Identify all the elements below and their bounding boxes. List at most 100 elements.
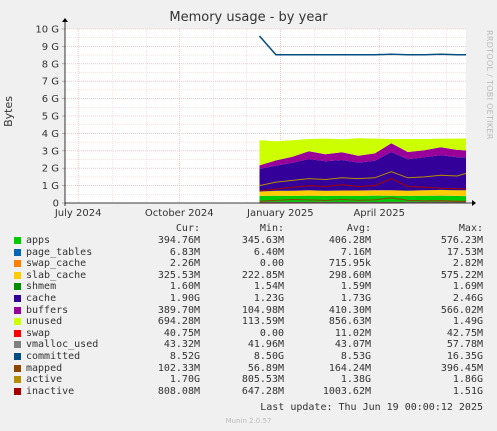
legend-min: 6.40M	[253, 246, 284, 258]
y-tick-label: 5 G	[42, 112, 59, 123]
legend-avg: 298.60M	[328, 269, 371, 281]
legend-row-apps: apps 394.76M 345.63M 406.28M 576.23M	[0, 235, 497, 247]
munin-version: Munin 2.0.57	[225, 417, 272, 425]
legend-row-unused: unused 694.28M 113.59M 856.63M 1.49G	[0, 316, 497, 328]
legend-name: shmem	[26, 281, 57, 293]
legend-header-avg: Avg:	[346, 223, 371, 234]
legend-min: 104.98M	[241, 304, 284, 316]
legend-min: 1.23G	[253, 293, 284, 304]
x-tick-label: July 2024	[54, 208, 102, 219]
legend-name: cache	[26, 293, 57, 304]
legend-name: active	[26, 374, 63, 386]
y-tick-label: 8 G	[42, 59, 59, 70]
line-active	[259, 171, 467, 187]
legend-swatch	[14, 353, 21, 360]
y-tick-label: 9 G	[42, 42, 59, 53]
legend-cur: 394.76M	[157, 235, 200, 246]
legend-avg: 11.02M	[334, 327, 371, 339]
y-tick-label: 1 G	[42, 181, 59, 192]
legend-swatch	[14, 283, 21, 291]
legend-avg: 1003.62M	[322, 385, 371, 397]
area-cache	[259, 152, 466, 192]
legend-name: swap	[26, 327, 51, 339]
x-tick-label: January 2025	[246, 208, 314, 219]
legend-name: unused	[26, 316, 63, 328]
legend-name: page_tables	[26, 246, 93, 258]
legend-avg: 410.30M	[328, 304, 371, 316]
legend-swatch	[14, 306, 21, 314]
legend-max: 1.69M	[452, 281, 483, 293]
area-unused	[259, 138, 466, 166]
legend-swatch	[14, 260, 21, 268]
legend-min: 805.53M	[241, 374, 284, 386]
legend-max: 2.82M	[452, 258, 483, 270]
legend-avg: 1.73G	[340, 293, 371, 304]
legend-max: 2.46G	[452, 293, 483, 304]
y-tick-label: 7 G	[42, 77, 59, 88]
legend-min: 1.54M	[253, 281, 284, 293]
legend-min: 8.50G	[253, 351, 284, 362]
legend-min: 222.85M	[241, 269, 284, 281]
line-inactive	[259, 178, 467, 192]
legend-min: 56.89M	[247, 362, 284, 374]
legend-cur: 1.70G	[169, 374, 200, 386]
area-buffers	[259, 143, 466, 169]
legend-max: 396.45M	[440, 362, 483, 374]
legend-row-inactive: inactive 808.08M 647.28M 1003.62M 1.51G	[0, 386, 497, 398]
legend-max: 1.86G	[452, 374, 483, 386]
legend-row-slab-cache: slab_cache 325.53M 222.85M 298.60M 575.22M	[0, 270, 497, 282]
legend-name: inactive	[26, 385, 75, 397]
legend-cur: 2.26M	[169, 258, 200, 270]
legend-swatch	[14, 364, 21, 372]
legend-max: 1.49G	[452, 316, 483, 328]
legend-avg: 406.28M	[328, 235, 371, 246]
legend-cur: 8.52G	[169, 351, 200, 362]
legend-name: committed	[26, 351, 81, 362]
legend-swatch	[14, 341, 21, 349]
legend-swatch	[14, 295, 21, 302]
y-tick-label: 3 G	[42, 146, 59, 157]
legend-row-cache: cache 1.90G 1.23G 1.73G 2.46G	[0, 293, 497, 305]
x-tick-label: April 2025	[353, 208, 404, 219]
legend-cur: 389.70M	[157, 304, 200, 316]
legend-swatch	[14, 329, 21, 337]
legend-avg: 7.16M	[340, 246, 371, 258]
legend-avg: 1.59M	[340, 281, 371, 293]
legend-cur: 43.32M	[163, 339, 200, 351]
area-shmem	[259, 189, 466, 192]
legend-name: slab_cache	[26, 269, 87, 281]
legend-row-mapped: mapped 102.33M 56.89M 164.24M 396.45M	[0, 363, 497, 375]
x-tick-label: October 2024	[145, 208, 214, 219]
x-axis-arrow	[472, 200, 476, 206]
legend-max: 17.53M	[446, 246, 483, 258]
y-tick-label: 4 G	[42, 129, 59, 140]
legend-swatch	[14, 271, 21, 279]
legend-swatch	[14, 237, 21, 244]
legend-row-swap-cache: swap_cache 2.26M 0.00 715.95k 2.82M	[0, 258, 497, 270]
legend-min: 647.28M	[241, 385, 284, 397]
legend-row-shmem: shmem 1.60M 1.54M 1.59M 1.69M	[0, 281, 497, 293]
legend-max: 575.22M	[440, 269, 483, 281]
legend-name: buffers	[26, 304, 69, 316]
legend-swatch	[14, 376, 21, 384]
legend-cur: 1.90G	[169, 293, 200, 304]
legend-row-active: active 1.70G 805.53M 1.38G 1.86G	[0, 374, 497, 386]
legend-cur: 808.08M	[157, 385, 200, 397]
legend-max: 57.78M	[446, 339, 483, 351]
legend-name: apps	[26, 235, 51, 246]
area-page-tables	[259, 195, 466, 197]
legend-header-cur: Cur:	[175, 223, 200, 234]
legend-min: 0.00	[259, 258, 284, 270]
chart-title: Memory usage - by year	[169, 10, 328, 25]
legend-cur: 1.60M	[169, 281, 200, 293]
legend-avg: 164.24M	[328, 362, 371, 374]
legend-cur: 694.28M	[157, 316, 200, 328]
y-tick-label: 10 G	[35, 25, 59, 36]
y-tick-label: 2 G	[42, 164, 59, 175]
legend-min: 345.63M	[241, 235, 284, 246]
legend-row-swap: swap 40.75M 0.00 11.02M 42.75M	[0, 328, 497, 340]
legend-name: vmalloc_used	[26, 339, 99, 351]
legend-min: 41.96M	[247, 339, 284, 351]
last-update: Last update: Thu Jun 19 00:00:12 2025	[260, 402, 483, 413]
legend-max: 576.23M	[440, 235, 483, 246]
